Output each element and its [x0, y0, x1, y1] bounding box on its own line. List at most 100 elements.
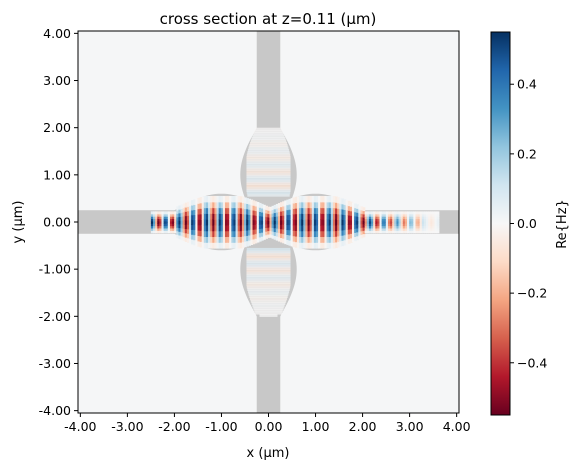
x-tick-label: -4.00	[64, 419, 96, 434]
field-cell	[277, 211, 281, 217]
field-cell	[273, 220, 277, 225]
field-cell	[318, 219, 321, 226]
field-cell	[273, 204, 277, 210]
field-cell	[235, 230, 239, 238]
field-cell	[260, 203, 264, 209]
field-cell	[174, 230, 177, 234]
field-cell	[256, 210, 260, 216]
field-cell	[419, 220, 423, 224]
field-cell	[423, 225, 427, 229]
field-cell	[392, 218, 395, 222]
field-cell	[256, 237, 260, 243]
field-cell	[379, 227, 383, 231]
field-cell	[150, 213, 154, 217]
field-cell	[203, 201, 207, 209]
field-cell	[423, 223, 427, 227]
field-cell	[178, 231, 182, 236]
field-cell	[411, 230, 414, 234]
field-cell	[400, 223, 404, 227]
field-cell	[381, 223, 385, 227]
field-cell	[172, 223, 175, 227]
field-cell	[364, 211, 368, 215]
field-cell	[324, 242, 328, 249]
field-cell	[167, 223, 171, 227]
field-cell	[434, 220, 438, 224]
field-cell	[373, 218, 376, 222]
field-cell	[354, 232, 357, 238]
field-cell	[381, 216, 385, 220]
field-cell	[233, 236, 237, 243]
field-cell	[258, 207, 262, 213]
field-cell	[178, 223, 182, 229]
field-cell	[396, 230, 400, 234]
field-cell	[218, 219, 222, 226]
field-cell	[434, 227, 438, 231]
field-cell	[214, 201, 218, 209]
field-cell	[246, 208, 249, 215]
field-cell	[239, 236, 243, 243]
field-cell	[349, 201, 353, 207]
field-cell	[356, 223, 359, 229]
field-cell	[150, 223, 154, 227]
field-cell	[263, 216, 266, 221]
field-cell	[169, 230, 173, 234]
field-cell	[326, 219, 330, 226]
field-cell	[324, 207, 328, 214]
field-cell	[282, 215, 285, 221]
field-cell	[216, 224, 220, 232]
field-cell	[358, 205, 362, 210]
field-cell	[307, 236, 311, 243]
field-cell	[417, 227, 421, 231]
field-cell	[208, 236, 211, 243]
field-cell	[165, 225, 169, 229]
field-cell	[413, 230, 417, 234]
field-cell	[212, 207, 216, 214]
field-cell	[303, 219, 307, 226]
field-cell	[375, 230, 378, 234]
field-cell	[360, 206, 364, 211]
field-cell	[390, 220, 393, 224]
field-cell	[318, 230, 321, 238]
field-cell	[150, 230, 154, 234]
field-cell	[356, 227, 359, 233]
y-tick-label: -3.00	[39, 356, 71, 371]
field-cell	[296, 224, 300, 232]
field-cell	[233, 242, 237, 249]
field-cell	[303, 230, 307, 238]
field-cell	[415, 227, 419, 231]
field-cell	[415, 230, 419, 234]
field-cell	[227, 219, 230, 226]
field-cell	[387, 213, 391, 217]
field-cell	[377, 227, 381, 231]
field-cell	[212, 230, 216, 238]
field-cell	[364, 225, 368, 229]
field-cell	[265, 231, 268, 236]
y-tick-label: 3.00	[43, 73, 71, 88]
field-cell	[180, 231, 184, 237]
field-cell	[324, 196, 328, 203]
field-cell	[169, 218, 173, 222]
field-cell	[220, 201, 224, 209]
field-cell	[284, 205, 287, 211]
field-cell	[195, 219, 199, 226]
field-cell	[324, 201, 328, 209]
field-cell	[341, 214, 345, 220]
field-cell	[271, 234, 275, 239]
field-cell	[428, 230, 431, 234]
field-cell	[197, 230, 201, 237]
field-cell	[186, 228, 190, 234]
field-cell	[205, 224, 209, 232]
field-cell	[330, 236, 334, 243]
field-cell	[229, 213, 232, 220]
field-cell	[419, 218, 423, 222]
field-cell	[417, 223, 421, 227]
field-cell	[229, 219, 232, 226]
field-cell	[407, 211, 410, 215]
field-cell	[301, 196, 304, 203]
field-cell	[381, 220, 385, 224]
field-cell	[345, 200, 349, 206]
field-cell	[250, 199, 254, 206]
field-cell	[186, 224, 190, 230]
field-cell	[339, 235, 343, 242]
